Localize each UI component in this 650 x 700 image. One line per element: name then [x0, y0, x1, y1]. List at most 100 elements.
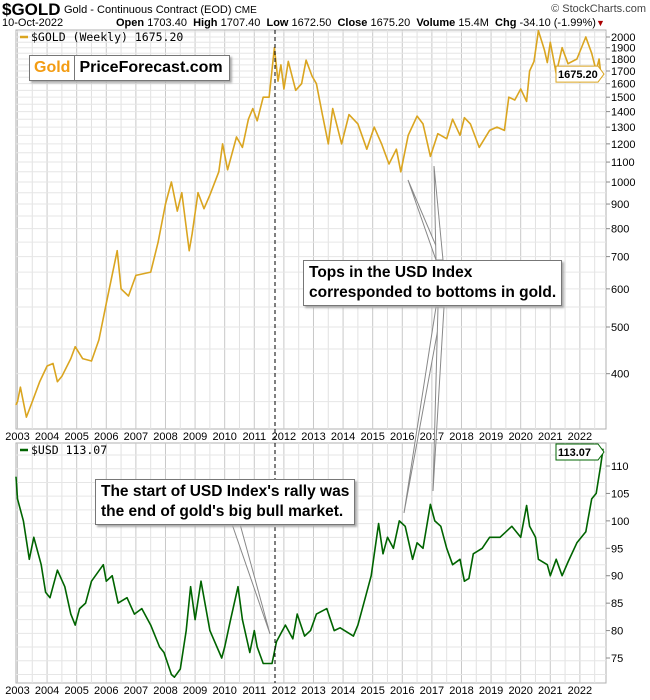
- usd-data-point: [463, 580, 466, 582]
- chg-value: -34.10 (-1.99%): [519, 17, 596, 29]
- usd-data-point: [315, 613, 318, 615]
- logo-gold: Gold: [30, 56, 76, 80]
- gold-xtick-label: 2006: [94, 431, 118, 443]
- usd-data-point: [158, 646, 161, 648]
- brand[interactable]: © StockCharts.com: [551, 3, 646, 15]
- usd-xtick-label: 2012: [272, 685, 296, 697]
- usd-data-point: [333, 629, 335, 632]
- usd-data-point: [440, 525, 442, 527]
- high-value: 1707.40: [220, 17, 261, 29]
- open-label: Open: [116, 17, 145, 29]
- usd-data-point: [292, 638, 294, 640]
- usd-data-point: [348, 632, 350, 634]
- usd-data-point: [364, 597, 366, 599]
- usd-data-point: [585, 531, 587, 533]
- gold-xtick-label: 2010: [212, 431, 236, 443]
- gold-data-point: [576, 58, 578, 60]
- gold-data-point: [150, 271, 152, 273]
- usd-data-point: [194, 619, 196, 621]
- usd-data-point: [249, 651, 251, 654]
- annotation-bottom: The start of USD Index's rally was the e…: [95, 479, 356, 525]
- gold-data-point: [170, 181, 172, 183]
- usd-data-point: [84, 602, 87, 604]
- usd-xtick-label: 2022: [568, 685, 592, 697]
- gold-xtick-label: 2012: [272, 431, 296, 443]
- gold-data-point: [561, 47, 563, 49]
- description: Gold - Continuous Contract (EOD): [64, 4, 232, 16]
- gold-data-point: [280, 64, 282, 66]
- volume-label: Volume: [416, 17, 456, 29]
- usd-data-point: [468, 577, 470, 580]
- gold-data-point: [514, 99, 516, 101]
- gold-data-point: [585, 36, 587, 38]
- gold-data-point: [543, 49, 545, 51]
- usd-xtick-label: 2017: [420, 685, 444, 697]
- gold-ytick-label: 1200: [611, 139, 635, 151]
- usd-data-point: [549, 575, 551, 577]
- gold-data-point: [218, 171, 220, 173]
- gold-ytick-label: 1100: [611, 157, 635, 169]
- gold-ytick-label: 800: [611, 224, 629, 236]
- usd-data-point: [141, 608, 143, 610]
- volume-value: 15.4M: [458, 17, 489, 29]
- gold-xtick-label: 2018: [449, 431, 473, 443]
- gold-data-point: [332, 108, 334, 110]
- usd-data-point: [126, 597, 128, 599]
- usd-xtick-label: 2009: [183, 685, 207, 697]
- gold-last-value-tag: [555, 65, 605, 83]
- symbol: $GOLD: [2, 0, 61, 19]
- usd-data-point: [49, 597, 51, 599]
- usd-data-point: [416, 542, 418, 544]
- gold-xtick-label: 2021: [538, 431, 562, 443]
- usd-xtick-label: 2016: [390, 685, 414, 697]
- gold-data-point: [311, 75, 313, 77]
- gold-data-point: [31, 401, 33, 403]
- gold-data-point: [19, 386, 22, 388]
- usd-xtick-label: 2006: [94, 685, 118, 697]
- open-value: 1703.40: [147, 17, 187, 29]
- gold-ytick-label: 1700: [611, 66, 635, 78]
- gold-data-point: [452, 118, 454, 120]
- usd-data-point: [133, 613, 135, 615]
- usd-data-point: [526, 504, 528, 507]
- usd-xtick-label: 2005: [64, 685, 88, 697]
- gold-data-point: [227, 169, 229, 171]
- gold-ytick-label: 900: [611, 199, 629, 211]
- usd-ytick-label: 100: [611, 516, 629, 528]
- usd-data-point: [555, 558, 557, 560]
- gold-data-point: [46, 365, 48, 367]
- usd-data-point: [595, 492, 597, 495]
- usd-data-point: [163, 651, 165, 654]
- usd-xtick-label: 2007: [124, 685, 148, 697]
- gold-xtick-label: 2003: [5, 431, 29, 443]
- gold-data-point: [348, 114, 350, 116]
- gold-data-point: [469, 123, 471, 125]
- gold-ytick-label: 600: [611, 284, 629, 296]
- usd-data-point: [111, 575, 113, 577]
- gold-data-point: [25, 416, 27, 418]
- gold-xtick-label: 2015: [360, 431, 384, 443]
- usd-data-point: [179, 668, 181, 670]
- ohlc-bar: Open 1703.40 High 1707.40 Low 1672.50 Cl…: [116, 17, 605, 29]
- usd-data-point: [472, 553, 474, 555]
- gold-data-point: [315, 83, 318, 85]
- chg-label: Chg: [495, 17, 517, 29]
- gold-data-point: [188, 250, 190, 252]
- usd-data-point: [79, 608, 81, 610]
- gold-data-point: [489, 129, 491, 131]
- usd-data-point: [70, 613, 72, 615]
- usd-data-point: [392, 547, 394, 549]
- gold-data-point: [327, 143, 329, 145]
- gold-data-point: [176, 210, 178, 212]
- gold-data-point: [98, 339, 100, 341]
- usd-last-value-tag: [555, 443, 605, 461]
- symbol-description: Gold - Continuous Contract (EOD) CME: [64, 4, 257, 16]
- gold-data-point: [241, 146, 244, 148]
- gold-data-point: [82, 357, 84, 360]
- gold-data-point: [503, 129, 505, 131]
- usd-data-point: [284, 624, 286, 626]
- gold-data-point: [222, 143, 224, 145]
- usd-data-point: [398, 520, 400, 522]
- gold-data-point: [256, 120, 258, 122]
- low-label: Low: [266, 17, 289, 29]
